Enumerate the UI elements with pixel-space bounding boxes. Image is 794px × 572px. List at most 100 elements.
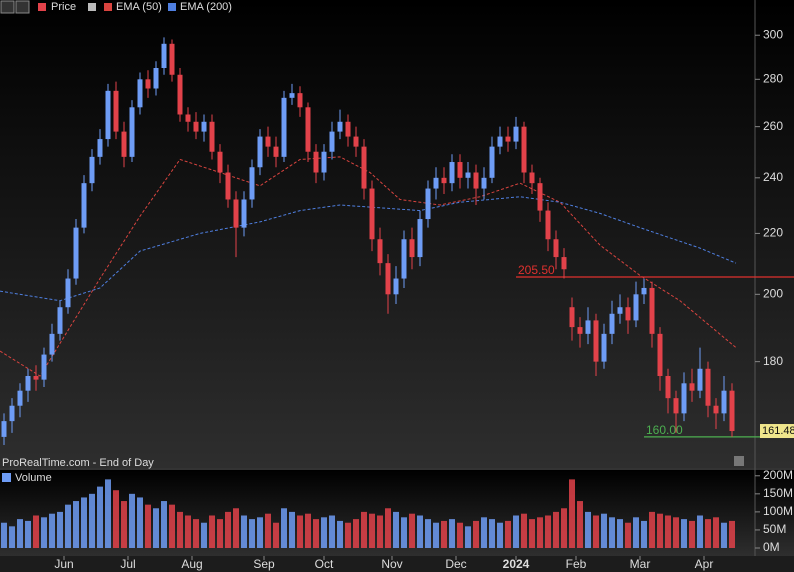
- tool-icon[interactable]: [0, 0, 15, 14]
- legend-swatch: [88, 3, 96, 11]
- candle-body: [513, 126, 519, 142]
- candle-body: [145, 79, 151, 89]
- volume-bar: [329, 515, 335, 548]
- y-tick-label: 180: [763, 354, 783, 368]
- volume-bar: [441, 520, 447, 548]
- legend-label: EMA (50): [116, 1, 162, 13]
- price-pane: [0, 0, 794, 468]
- candle-body: [625, 307, 631, 321]
- candle-body: [393, 278, 399, 295]
- volume-bar: [257, 517, 263, 548]
- candle-body: [105, 90, 111, 140]
- volume-bar: [81, 497, 87, 548]
- level-label: 205.50: [518, 263, 555, 277]
- y-tick-label: 260: [763, 119, 783, 133]
- candle-body: [337, 121, 343, 132]
- candle-body: [113, 90, 119, 132]
- candle-body: [169, 43, 175, 75]
- volume-bar: [409, 513, 415, 548]
- volume-bar: [433, 522, 439, 548]
- candle-body: [49, 333, 55, 355]
- volume-bar: [193, 519, 199, 548]
- volume-bar: [41, 517, 47, 548]
- candle-body: [297, 93, 303, 108]
- volume-bar: [265, 513, 271, 548]
- candle-body: [33, 375, 39, 380]
- last-price-label: 161.48: [762, 425, 794, 437]
- candle-body: [193, 121, 199, 132]
- candle-body: [401, 239, 407, 279]
- x-tick-label: Sep: [253, 557, 275, 571]
- volume-bar: [601, 513, 607, 548]
- candle-body: [249, 167, 255, 200]
- volume-bar: [457, 522, 463, 548]
- candle-body: [233, 199, 239, 228]
- candle-body: [689, 383, 695, 391]
- candle-body: [369, 188, 375, 240]
- candle-body: [569, 307, 575, 328]
- watermark: ProRealTime.com - End of Day: [2, 457, 154, 469]
- volume-bar: [49, 513, 55, 548]
- volume-bar: [345, 522, 351, 548]
- candle-body: [1, 421, 7, 437]
- y-tick-label: 200M: [763, 468, 793, 482]
- x-tick-label: Jun: [54, 557, 73, 571]
- candle-body: [553, 239, 559, 258]
- y-tick-label: 100M: [763, 504, 793, 518]
- volume-bar: [649, 511, 655, 548]
- candle-body: [593, 320, 599, 362]
- volume-bar: [9, 526, 15, 548]
- legend-label: EMA (200): [180, 1, 232, 13]
- tool-icon[interactable]: [15, 0, 30, 14]
- toolbar: Price: [0, 0, 96, 14]
- candle-body: [449, 162, 455, 184]
- candle-body: [721, 390, 727, 414]
- candle-body: [489, 146, 495, 178]
- candle-body: [41, 354, 47, 380]
- candle-body: [713, 405, 719, 414]
- volume-bar: [529, 519, 535, 548]
- volume-bar: [417, 515, 423, 548]
- volume-bar: [153, 508, 159, 548]
- y-tick-label: 220: [763, 226, 783, 240]
- volume-bar: [297, 515, 303, 548]
- volume-bar: [577, 501, 583, 548]
- candle-body: [425, 188, 431, 220]
- candle-body: [265, 136, 271, 147]
- volume-bar: [617, 519, 623, 548]
- legend-swatch: [38, 3, 46, 11]
- volume-bar: [201, 522, 207, 548]
- candle-body: [209, 121, 215, 152]
- candle-body: [585, 320, 591, 334]
- volume-bar: [313, 519, 319, 548]
- candle-body: [505, 136, 511, 142]
- candle-body: [17, 390, 23, 406]
- volume-bar: [593, 515, 599, 548]
- candle-body: [545, 210, 551, 240]
- info-icon[interactable]: [734, 456, 744, 466]
- y-tick-label: 240: [763, 170, 783, 184]
- candle-body: [225, 172, 231, 200]
- candle-body: [673, 398, 679, 414]
- candle-body: [353, 136, 359, 147]
- candle-body: [377, 239, 383, 264]
- volume-bar: [689, 520, 695, 548]
- volume-bar: [673, 517, 679, 548]
- volume-bar: [33, 515, 39, 548]
- volume-bar: [521, 513, 527, 548]
- volume-bar: [217, 519, 223, 548]
- candle-body: [153, 67, 159, 89]
- y-tick-label: 50M: [763, 522, 786, 536]
- volume-bar: [585, 511, 591, 548]
- candle-body: [481, 177, 487, 189]
- legend-label: Price: [51, 1, 76, 13]
- volume-bar: [569, 479, 575, 548]
- candle-body: [609, 313, 615, 334]
- candle-body: [641, 287, 647, 295]
- volume-bar: [129, 493, 135, 548]
- y-tick-label: 300: [763, 27, 783, 41]
- y-tick-label: 200: [763, 286, 783, 300]
- volume-bar: [513, 515, 519, 548]
- volume-bar: [57, 511, 63, 548]
- candle-body: [73, 227, 79, 279]
